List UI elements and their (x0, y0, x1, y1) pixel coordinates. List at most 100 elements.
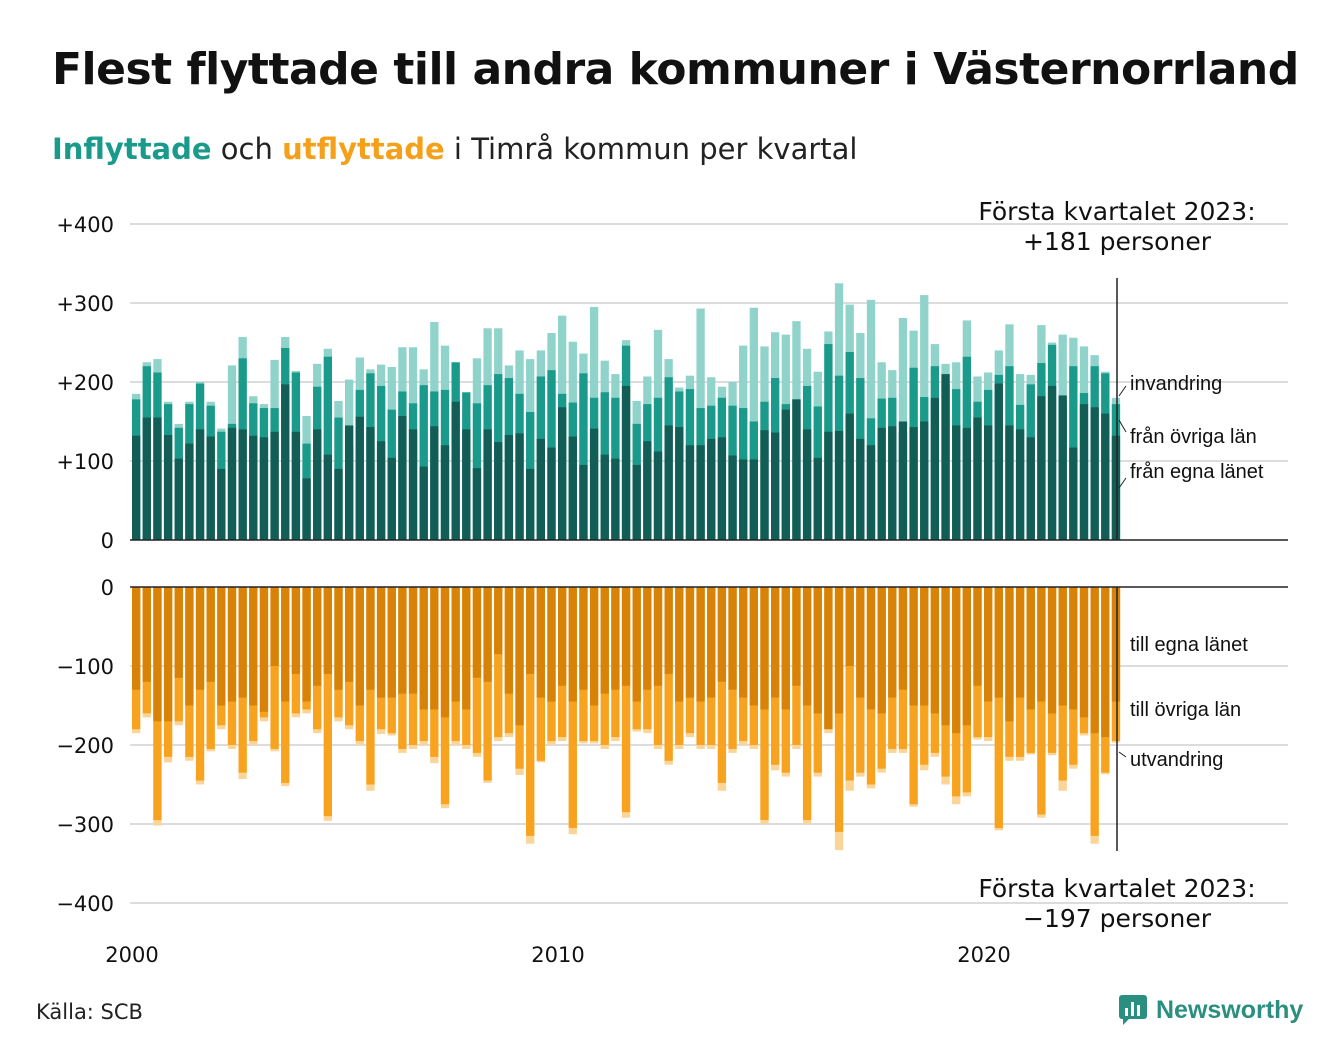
bar-out-own-county (1079, 587, 1089, 718)
bar-out-own-county (792, 587, 801, 686)
bar-in-own-county (153, 417, 162, 540)
label-utvandring-leader (1118, 751, 1127, 758)
annotation-bottom-line1: Första kvartalet 2023: (978, 874, 1255, 903)
bar-out-own-county (856, 587, 865, 698)
bar-out-other-counties (323, 587, 332, 817)
y-tick-label: −200 (56, 734, 114, 758)
chart-title: Flest flyttade till andra kommuner i Väs… (52, 44, 1299, 95)
bar-in-own-county (1090, 407, 1099, 540)
y-tick-label: +400 (56, 213, 114, 237)
bar-in-own-county (664, 425, 673, 540)
label-invandring: invandring (1130, 373, 1222, 395)
y-tick-label: +200 (56, 371, 114, 395)
bar-in-own-county (387, 457, 396, 540)
bar-out-own-county (930, 587, 940, 714)
bar-out-own-county (845, 587, 854, 666)
bar-in-own-county (483, 429, 492, 540)
bar-out-own-county (398, 587, 407, 694)
bar-out-own-county (547, 587, 556, 702)
label-fran-ovriga-lan: från övriga län (1130, 426, 1257, 448)
bar-out-own-county (728, 587, 737, 690)
bar-in-own-county (398, 415, 407, 540)
bar-in-own-county (941, 374, 950, 540)
bar-in-own-county (845, 413, 854, 540)
bar-out-other-counties (568, 587, 577, 828)
bar-out-own-county (749, 587, 758, 706)
bar-out-own-county (408, 587, 418, 694)
bar-in-own-county (259, 437, 269, 540)
bar-out-own-county (600, 587, 609, 694)
bar-out-own-county (302, 587, 311, 702)
bar-in-own-county (771, 432, 780, 540)
bar-out-own-county (291, 587, 301, 674)
bar-in-own-county (302, 478, 311, 540)
bar-in-own-county (142, 417, 151, 540)
bar-out-other-counties (483, 587, 492, 781)
bar-out-own-county (1058, 587, 1067, 706)
bar-out-other-counties (270, 587, 279, 749)
bar-in-own-county (1101, 413, 1110, 540)
bar-in-own-county (856, 438, 865, 540)
annotation-top-line1: Första kvartalet 2023: (978, 197, 1255, 226)
bar-out-own-county (781, 587, 790, 710)
bar-out-own-county (227, 587, 237, 702)
bar-in-own-county (632, 464, 641, 540)
bar-in-own-county (898, 421, 908, 540)
bar-in-own-county (1047, 385, 1057, 540)
bar-in-own-county (206, 436, 215, 540)
x-tick-label: 2010 (531, 943, 584, 967)
label-till-ovriga-lan: till övriga län (1130, 699, 1241, 721)
bar-out-own-county (568, 587, 577, 702)
bar-in-own-county (345, 425, 354, 540)
bar-out-own-county (909, 587, 918, 706)
bar-out-own-county (345, 587, 354, 682)
bar-out-own-county (962, 587, 971, 726)
bar-in-own-county (568, 436, 577, 540)
label-invandring-leader (1118, 385, 1127, 397)
bar-in-own-county (249, 435, 258, 540)
bar-out-own-county (387, 587, 396, 698)
bar-in-own-county (430, 426, 439, 540)
bar-in-own-county (195, 429, 205, 540)
label-fran-egna-lanet-leader (1118, 477, 1127, 489)
bar-in-own-county (888, 426, 897, 540)
bar-out-own-county (1015, 587, 1025, 698)
bar-in-own-county (760, 430, 769, 540)
bar-in-own-county (334, 468, 343, 540)
bar-out-own-county (1005, 587, 1014, 722)
y-tick-label: −100 (56, 655, 114, 679)
bar-out-own-county (206, 587, 215, 682)
bar-in-own-county (270, 431, 279, 540)
bar-in-own-county (281, 384, 290, 540)
bar-out-own-county (323, 587, 332, 674)
bar-in-own-county (462, 429, 471, 540)
bar-in-own-county (994, 383, 1003, 540)
chart-subtitle: Inflyttade och utflyttade i Timrå kommun… (52, 132, 857, 166)
bar-in-own-county (653, 451, 663, 540)
bar-in-own-county (611, 458, 620, 540)
bar-in-own-county (355, 416, 364, 540)
bar-in-own-county (163, 434, 173, 540)
bar-in-own-county (621, 385, 631, 540)
bar-in-other-counties (579, 373, 588, 540)
bar-out-own-county (472, 587, 482, 678)
bar-in-own-county (813, 457, 822, 540)
bar-in-own-county (866, 445, 876, 540)
bar-out-own-county (1090, 587, 1099, 734)
bar-out-own-county (707, 587, 716, 698)
bar-out-own-county (430, 587, 439, 710)
label-fran-egna-lanet: från egna länet (1130, 461, 1264, 483)
bar-in-own-county (739, 459, 748, 540)
bar-out-own-county (834, 587, 844, 714)
bar-out-own-county (866, 587, 876, 710)
bar-out-other-counties (494, 587, 503, 738)
bar-in-own-county (419, 466, 428, 540)
bar-in-own-county (291, 431, 301, 540)
bar-out-own-county (1026, 587, 1035, 710)
source-note: Källa: SCB (36, 1000, 143, 1024)
bar-out-own-county (739, 587, 748, 698)
bar-in-own-county (962, 427, 971, 540)
bar-in-own-county (366, 427, 375, 540)
bar-out-own-county (621, 587, 631, 686)
